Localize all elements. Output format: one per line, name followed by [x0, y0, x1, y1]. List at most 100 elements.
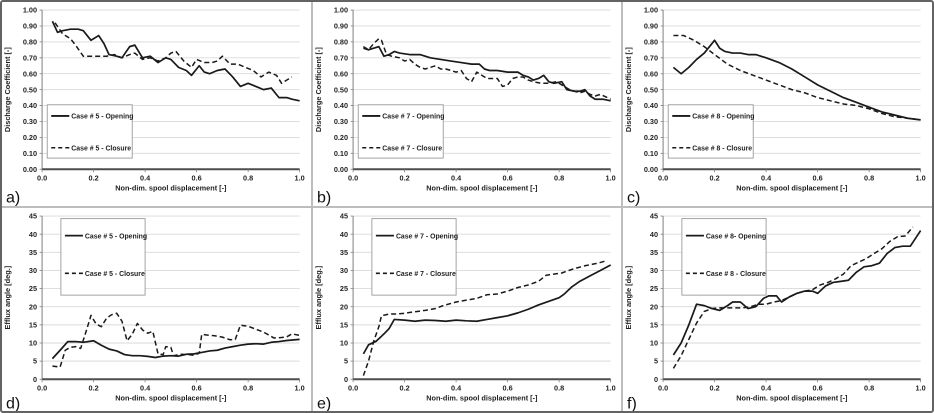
legend-box	[668, 104, 755, 159]
y-tick-label: 0.90	[23, 22, 37, 31]
chart-e-panel: 0 5 10 15 20 25 30 35 40 45 0.0 0.2 0.4 0.6 0.8 1.0 Non-…	[312, 207, 622, 411]
y-tick-label: 30	[340, 266, 348, 275]
legend-label: Case # 5 - Closure	[71, 145, 131, 152]
legend-label: Case # 8 - Closure	[706, 270, 766, 277]
x-tick-label: 0.6	[192, 383, 202, 392]
y-tick-label: 5	[344, 356, 348, 365]
x-tick-label: 0.2	[399, 173, 409, 182]
y-tick-label: 20	[340, 302, 348, 311]
y-tick-label: 40	[29, 229, 37, 238]
y-axis-title: Discharge Coefficient [-]	[314, 47, 323, 132]
subplot-letter: b)	[317, 188, 331, 205]
y-tick-label: 0.60	[23, 69, 37, 78]
y-tick-label: 0.30	[334, 117, 348, 126]
y-tick-label: 45	[340, 211, 348, 220]
x-tick-label: 0.6	[502, 383, 512, 392]
y-tick-label: 5	[654, 356, 658, 365]
y-tick-label: 1.00	[334, 6, 348, 15]
x-tick-label: 0.8	[554, 383, 564, 392]
chart-b-series-closure	[362, 37, 611, 100]
y-tick-label: 0	[33, 374, 37, 383]
y-tick-label: 20	[29, 302, 37, 311]
y-tick-label: 0.40	[644, 101, 658, 110]
chart-b-panel: 0.00 0.10 0.20 0.30 0.40 0.50 0.60 0.70 0.80 0.90…	[312, 2, 622, 206]
y-tick-label: 0.80	[644, 37, 658, 46]
y-tick-label: 35	[29, 247, 37, 256]
x-tick-label: 0.4	[761, 173, 772, 182]
x-tick-label: 0.4	[140, 173, 151, 182]
legend-label: Case # 5 - Closure	[85, 270, 145, 277]
x-tick-label: 0.8	[243, 383, 253, 392]
chart-a-series-closure	[54, 22, 293, 85]
y-tick-label: 0.40	[23, 101, 37, 110]
x-tick-label: 0.6	[502, 173, 512, 182]
x-tick-label: 0.8	[243, 173, 253, 182]
legend-box	[681, 217, 767, 296]
x-axis-title: Non-dim. spool displacement [-]	[737, 183, 849, 192]
y-tick-label: 15	[29, 320, 37, 329]
y-tick-label: 35	[650, 247, 658, 256]
x-tick-label: 0.8	[864, 173, 874, 182]
y-tick-label: 10	[340, 338, 348, 347]
y-tick-label: 0.50	[23, 85, 37, 94]
legend-label: Case # 5 - Opening	[71, 114, 133, 121]
subplot-letter: e)	[317, 394, 331, 411]
chart-a-series-opening	[51, 20, 300, 102]
y-tick-label: 0.80	[334, 37, 348, 46]
x-tick-label: 1.0	[605, 173, 615, 182]
y-tick-label: 0.20	[334, 133, 348, 142]
y-tick-label: 10	[650, 338, 658, 347]
y-tick-label: 0.80	[23, 37, 37, 46]
y-axis-title: Discharge Coefficient [-]	[3, 47, 12, 132]
y-tick-label: 0.20	[23, 133, 37, 142]
chart-d-svg: 0 5 10 15 20 25 30 35 40 45 0.0 0.2 0.4 0.6 0.8 1.0 Non-…	[3, 211, 305, 411]
legend-label: Case # 7 - Closure	[382, 145, 442, 152]
y-tick-label: 0	[344, 374, 348, 383]
chart-c-series-opening	[673, 39, 922, 121]
y-tick-label: 20	[650, 302, 658, 311]
y-tick-label: 25	[29, 284, 37, 293]
x-tick-label: 0.0	[37, 173, 47, 182]
x-axis-title: Non-dim. spool displacement [-]	[115, 393, 227, 402]
x-tick-label: 0.2	[710, 383, 720, 392]
x-tick-label: 0.0	[348, 173, 358, 182]
x-tick-label: 0.6	[813, 383, 823, 392]
chart-f-panel: 0 5 10 15 20 25 30 35 40 45 0.0 0.2 0.4 0.6 0.8 1.0 Non-…	[623, 207, 932, 411]
y-tick-label: 45	[650, 211, 658, 220]
legend-box	[357, 104, 444, 159]
y-tick-label: 40	[650, 229, 658, 238]
x-tick-label: 0.2	[710, 173, 720, 182]
y-tick-label: 0.70	[334, 53, 348, 62]
x-tick-label: 0.6	[813, 173, 823, 182]
y-tick-label: 1.00	[644, 6, 658, 15]
legend-label: Case # 8 - Opening	[693, 114, 755, 121]
x-tick-label: 0.6	[192, 173, 202, 182]
x-tick-label: 1.0	[295, 173, 305, 182]
chart-d-panel: 0 5 10 15 20 25 30 35 40 45 0.0 0.2 0.4 0.6 0.8 1.0 Non-…	[2, 207, 311, 411]
x-axis-title: Non-dim. spool displacement [-]	[426, 183, 538, 192]
y-tick-label: 1.00	[23, 6, 37, 15]
y-tick-label: 40	[340, 229, 348, 238]
chart-c-svg: 0.00 0.10 0.20 0.30 0.40 0.50 0.60 0.70 0.80 0.90…	[624, 6, 926, 206]
legend-label: Case # 8 - Closure	[693, 145, 753, 152]
x-tick-label: 0.8	[554, 173, 564, 182]
y-tick-label: 0.70	[23, 53, 37, 62]
y-tick-label: 0.40	[334, 101, 348, 110]
y-tick-label: 0.10	[644, 149, 658, 158]
chart-c-series-closure	[673, 34, 922, 121]
x-tick-label: 0.2	[89, 173, 99, 182]
subplot-letter: c)	[627, 188, 640, 205]
x-axis-title: Non-dim. spool displacement [-]	[115, 183, 227, 192]
y-tick-label: 0.10	[334, 149, 348, 158]
subplot-letter: a)	[6, 188, 20, 205]
legend-label: Case # 7 - Closure	[396, 270, 456, 277]
y-tick-label: 30	[29, 266, 37, 275]
y-tick-label: 5	[33, 356, 37, 365]
chart-f-svg: 0 5 10 15 20 25 30 35 40 45 0.0 0.2 0.4 0.6 0.8 1.0 Non-…	[624, 211, 926, 411]
y-tick-label: 0.10	[23, 149, 37, 158]
chart-a-svg: 0.00 0.10 0.20 0.30 0.40 0.50 0.60 0.70 0.80 0.90…	[3, 6, 305, 206]
legend-label: Case # 5 - Opening	[85, 233, 147, 240]
y-tick-label: 0.30	[644, 117, 658, 126]
y-tick-label: 0.20	[644, 133, 658, 142]
x-axis-title: Non-dim. spool displacement [-]	[426, 393, 538, 402]
